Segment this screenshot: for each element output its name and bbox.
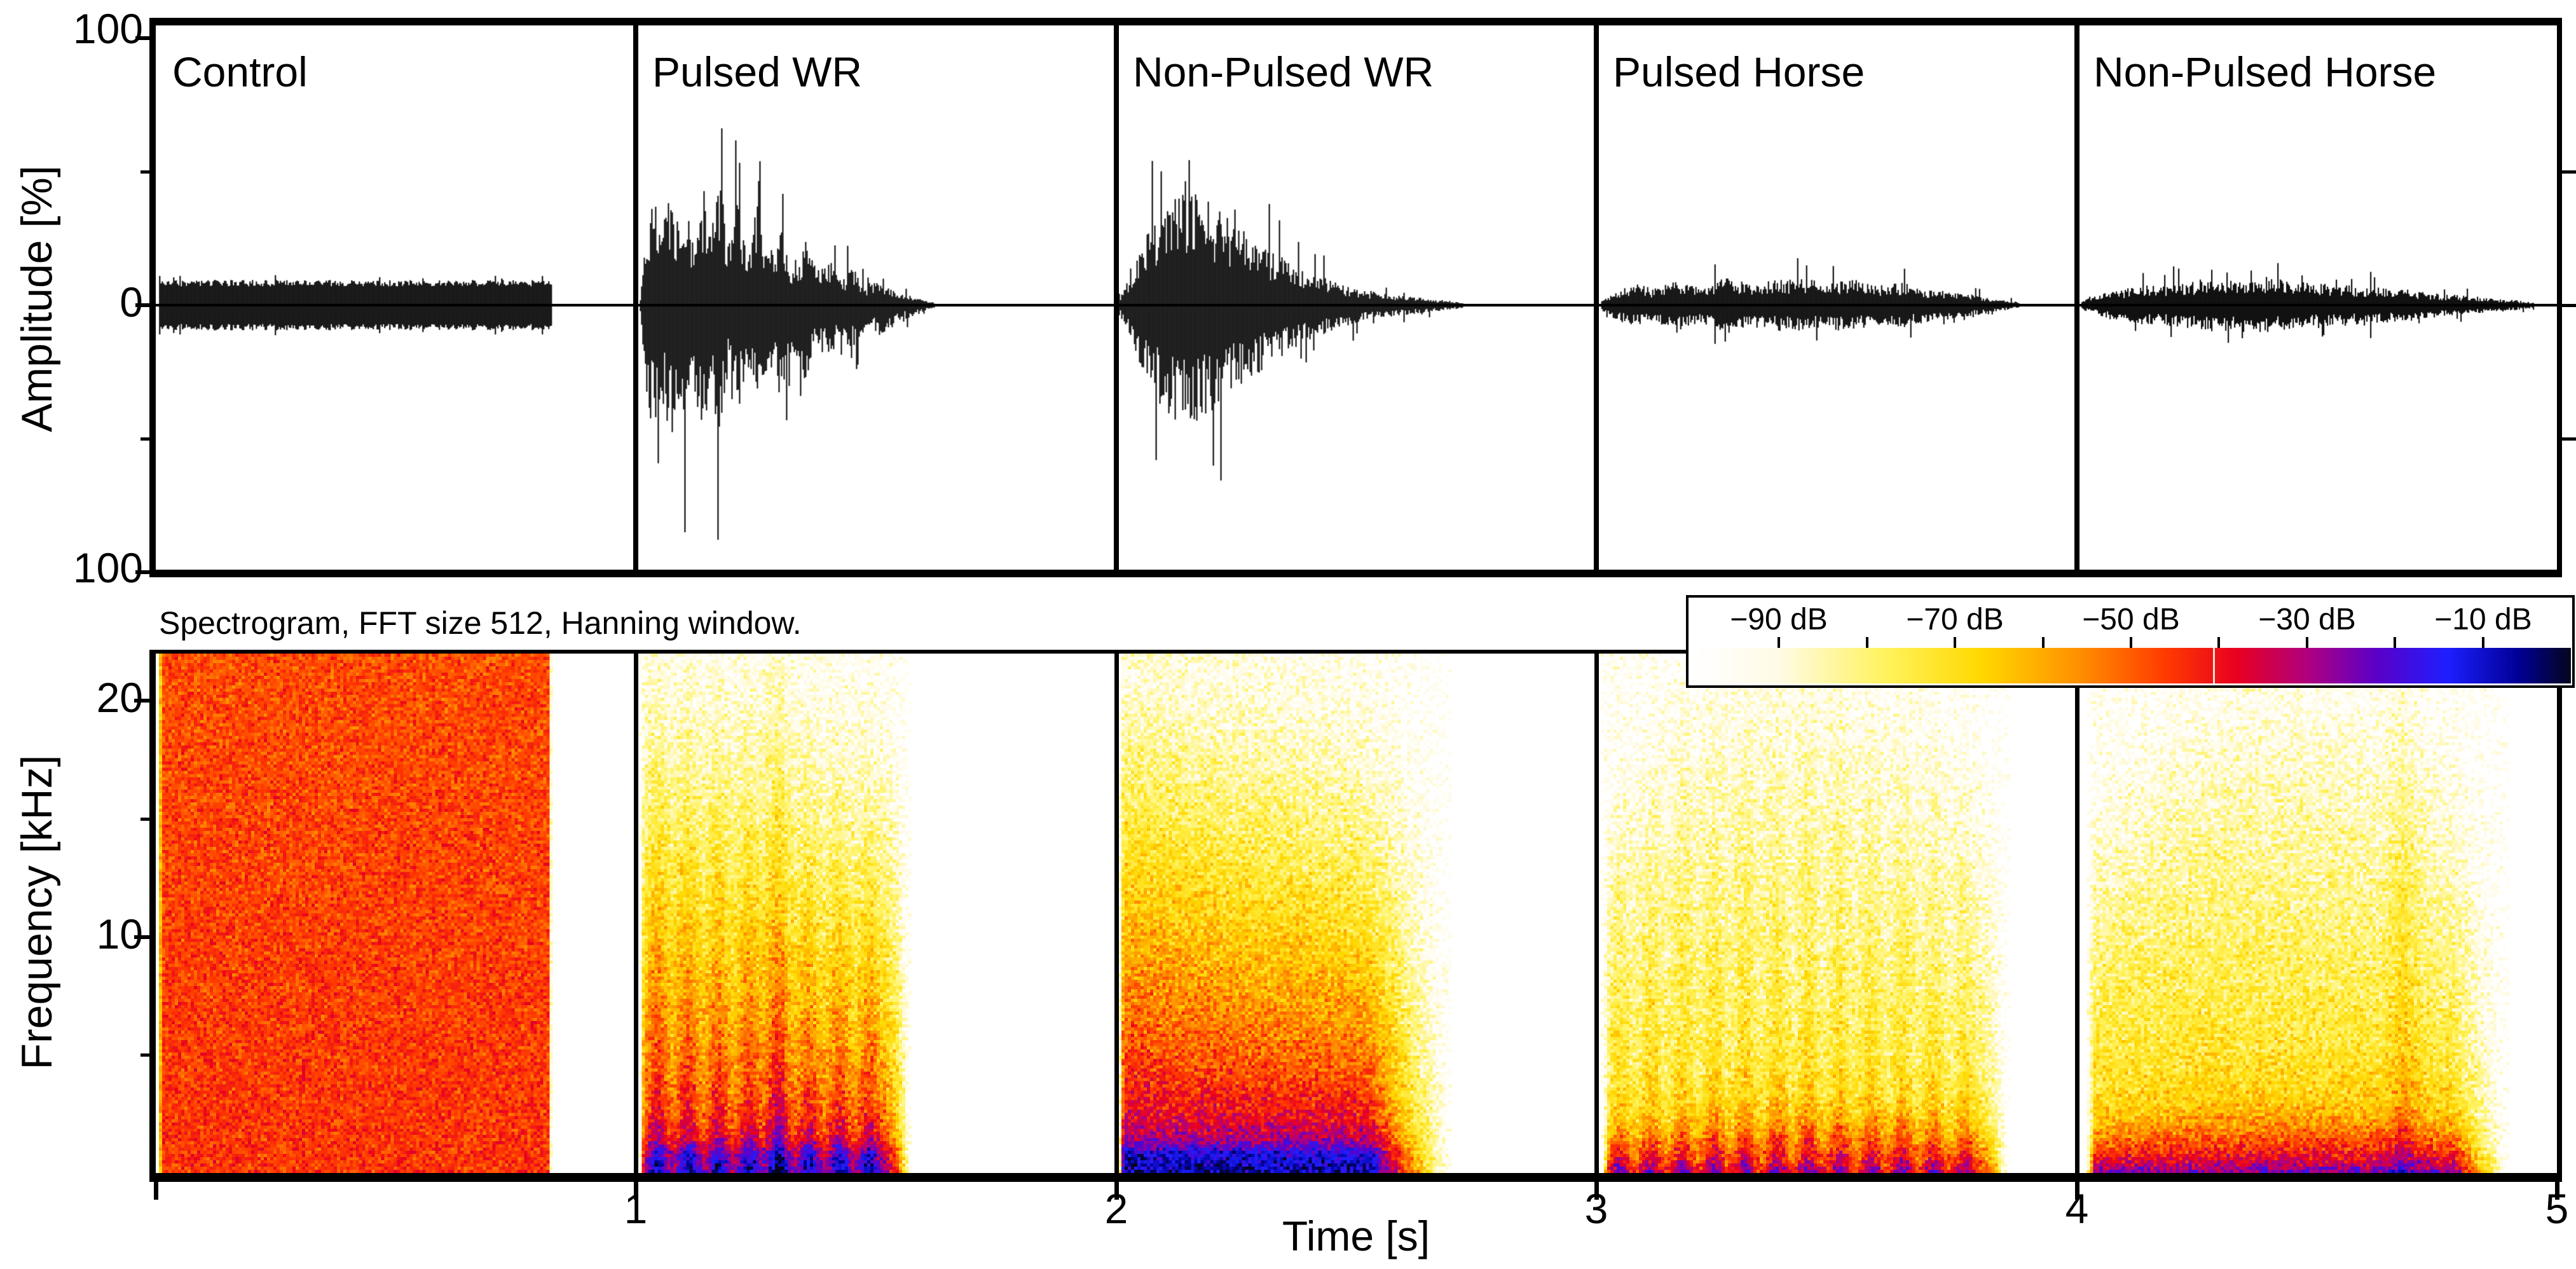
- amplitude-tick-label-top: 100: [72, 5, 143, 52]
- colorbar-tick: [1865, 637, 1868, 648]
- time-tick-label-4: 4: [2065, 1185, 2089, 1232]
- panel-divider: [1114, 654, 1119, 1173]
- time-tick-label-2: 2: [1104, 1185, 1128, 1232]
- colorbar-tick: [2305, 637, 2308, 648]
- zero-amplitude-line: [156, 304, 2557, 306]
- amplitude-axis-title: Amplitude [%]: [13, 165, 61, 432]
- colorbar-label-30db: −30 dB: [2258, 603, 2356, 636]
- colorbar-label-50db: −50 dB: [2082, 603, 2180, 636]
- frequency-tick-label-20: 20: [96, 674, 143, 721]
- panel-divider: [1594, 25, 1599, 570]
- panel-divider: [2074, 25, 2079, 570]
- tick-mark: [140, 817, 156, 821]
- panel-divider: [1114, 25, 1119, 570]
- panel-title-non-pulsed-wr: Non-Pulsed WR: [1133, 48, 1434, 95]
- panel-title-control: Control: [172, 48, 308, 95]
- colorbar-label-10db: −10 dB: [2434, 603, 2532, 636]
- panel-divider: [633, 25, 638, 570]
- tick-mark: [2562, 304, 2576, 307]
- panel-title-pulsed-horse: Pulsed Horse: [1613, 48, 1865, 95]
- panel-divider: [2075, 654, 2079, 1173]
- spectrogram-canvas: [156, 654, 2557, 1173]
- tick-mark: [140, 170, 156, 174]
- amplitude-tick-label-zero: 0: [120, 278, 143, 326]
- frequency-axis-title: Frequency [kHz]: [13, 755, 61, 1070]
- tick-mark: [2562, 170, 2576, 174]
- tick-mark: [140, 437, 156, 441]
- panel-title-pulsed-wr: Pulsed WR: [652, 48, 863, 95]
- tick-mark: [2562, 437, 2576, 441]
- panel-divider: [634, 654, 638, 1173]
- colorbar-gradient: [1691, 648, 2571, 683]
- colorbar-label-70db: −70 dB: [1906, 603, 2004, 636]
- panel-divider: [1594, 654, 1599, 1173]
- panel-title-non-pulsed-horse: Non-Pulsed Horse: [2093, 48, 2437, 95]
- colorbar-tick: [1778, 637, 1781, 648]
- colorbar-divider-line: [2213, 648, 2215, 683]
- amplitude-tick-label-bottom: 100: [72, 544, 143, 591]
- colorbar-label-90db: −90 dB: [1730, 603, 1828, 636]
- spectrogram-caption: Spectrogram, FFT size 512, Hanning windo…: [159, 605, 802, 641]
- tick-mark: [140, 1053, 156, 1057]
- time-tick-label-1: 1: [624, 1185, 648, 1232]
- time-axis-title: Time [s]: [1282, 1212, 1430, 1259]
- time-tick-label-5: 5: [2545, 1185, 2569, 1232]
- colorbar-tick: [2217, 637, 2221, 648]
- colorbar-tick: [2130, 637, 2132, 648]
- colorbar-ticks: [1691, 637, 2571, 648]
- colorbar-tick: [2481, 637, 2484, 648]
- colorbar-tick: [2394, 637, 2397, 648]
- colorbar-tick: [2041, 637, 2045, 648]
- colorbar-tick: [1954, 637, 1957, 648]
- time-tick-label-3: 3: [1584, 1185, 1608, 1232]
- frequency-tick-label-10: 10: [96, 910, 143, 957]
- waveform-canvas: [156, 25, 2557, 570]
- tick-mark: [154, 1173, 158, 1200]
